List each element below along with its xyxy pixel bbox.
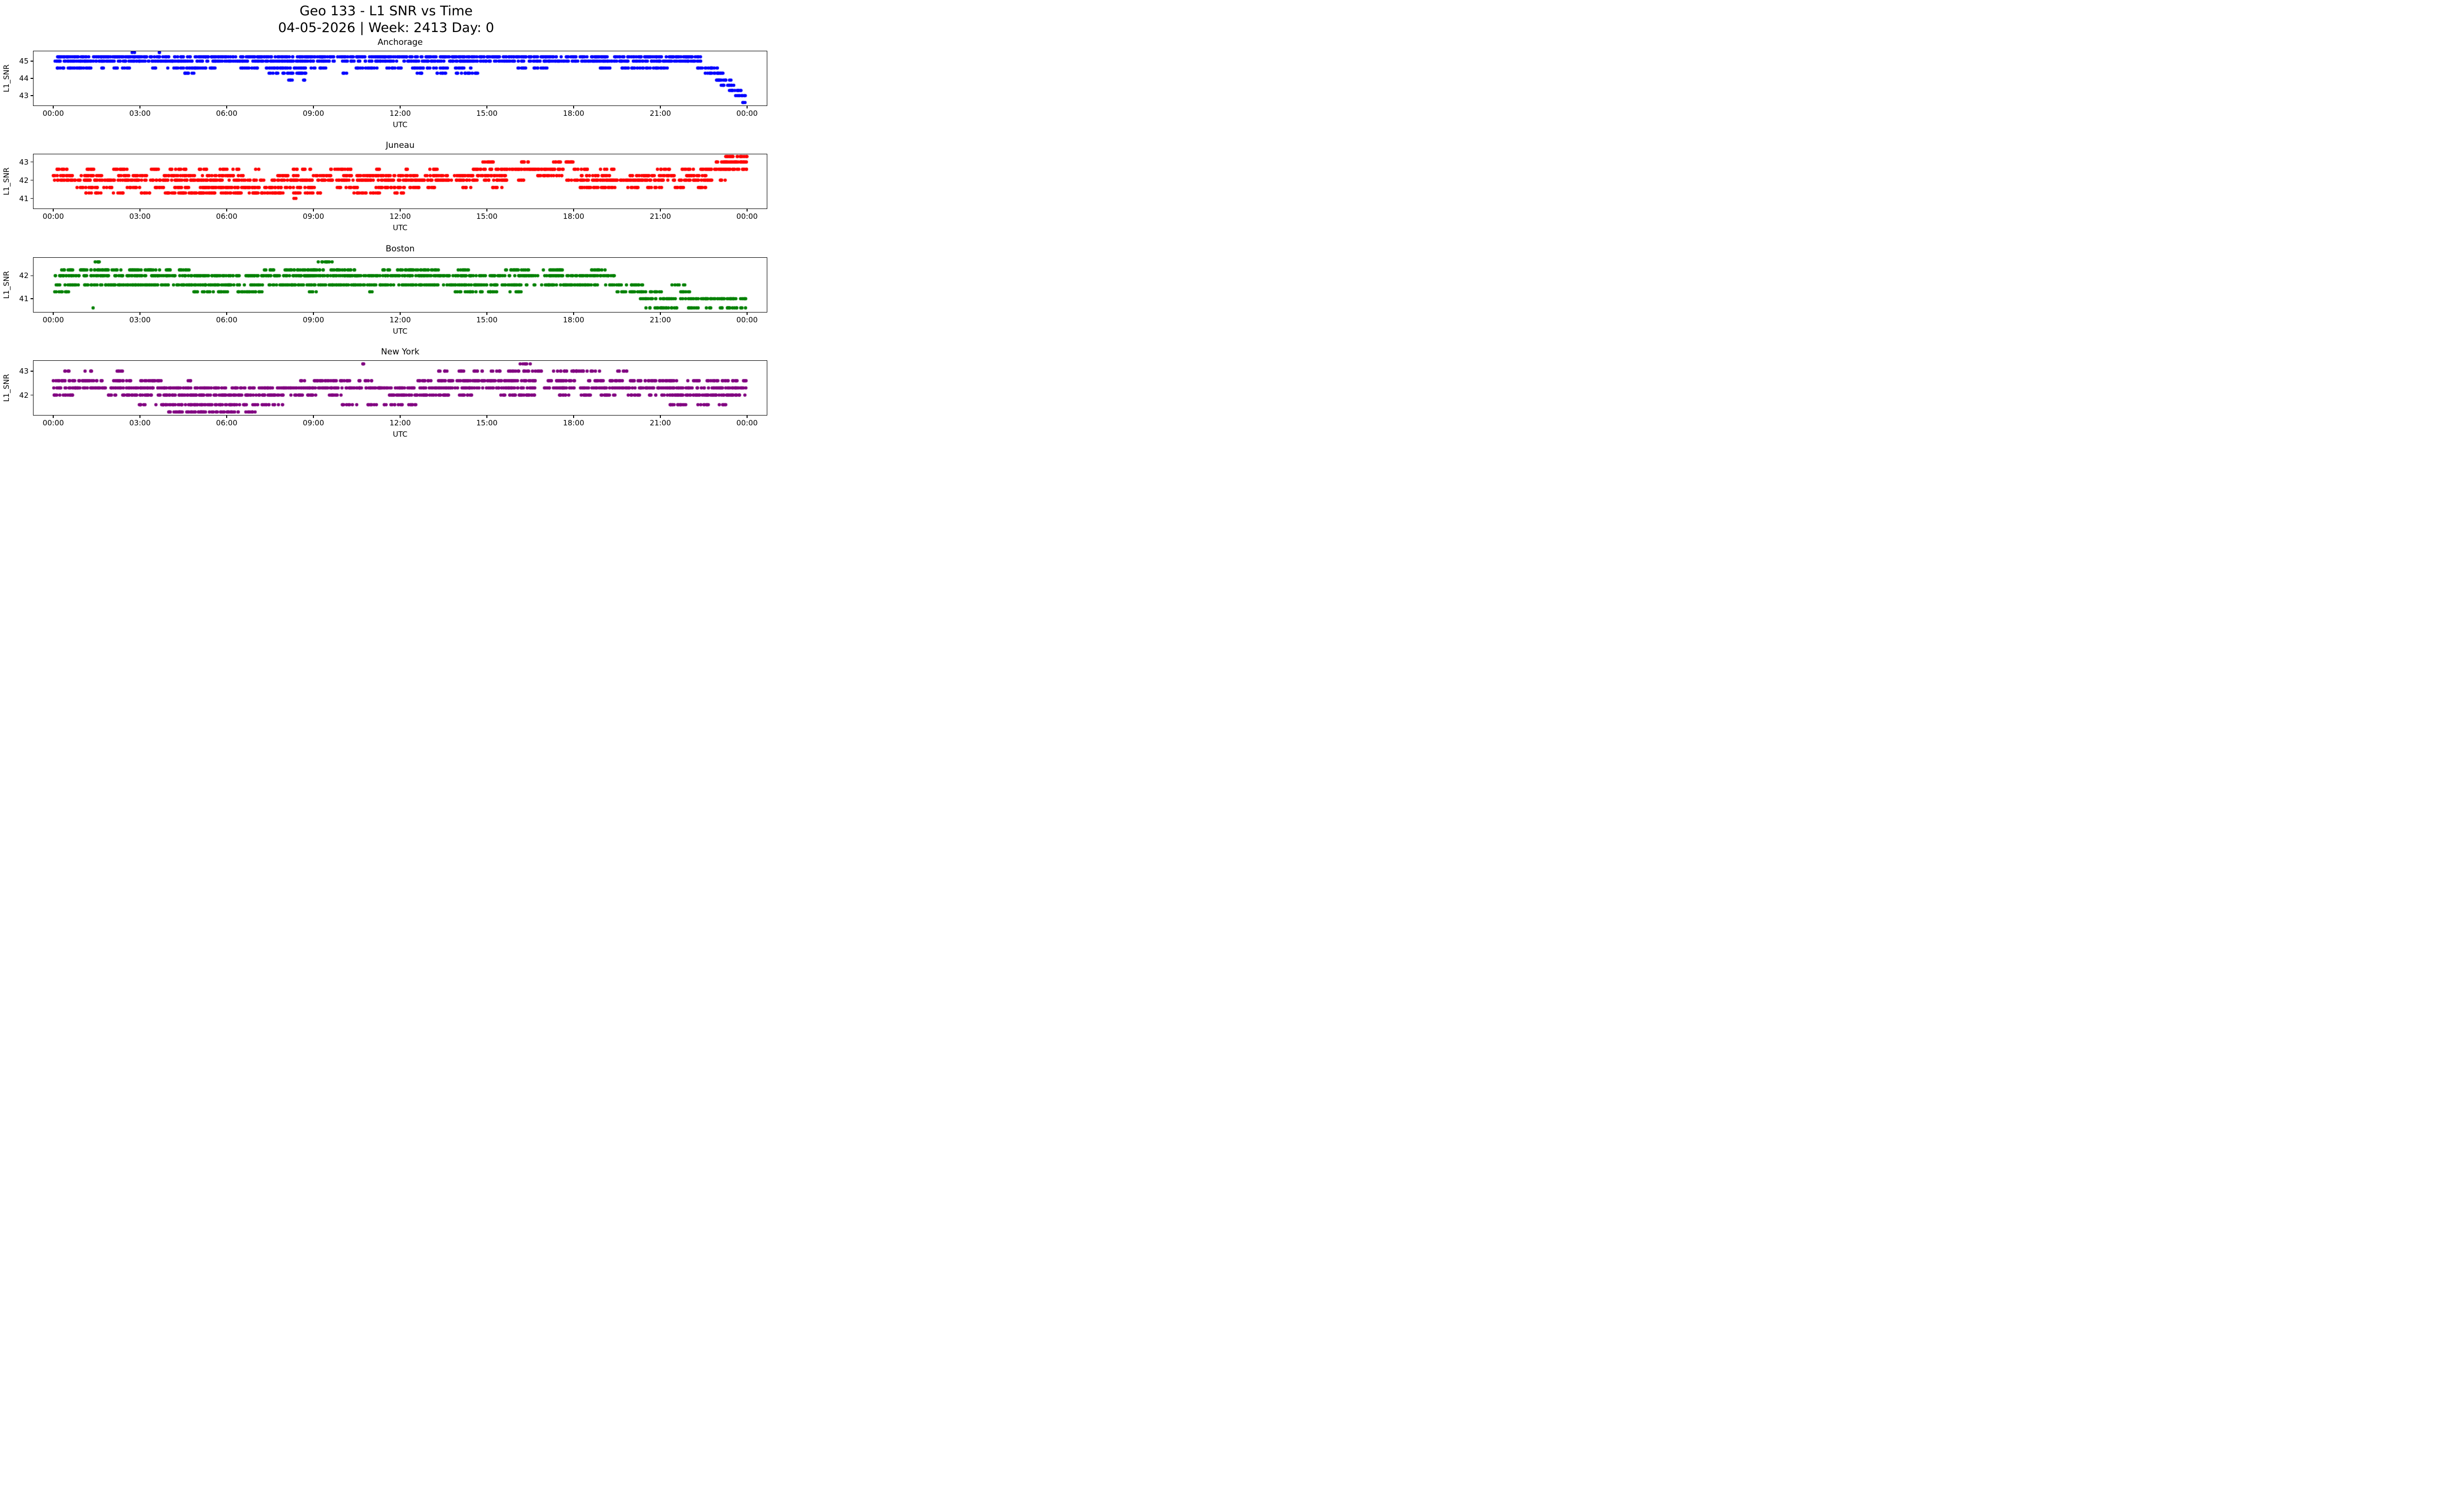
x-axis-label: UTC (393, 430, 408, 439)
x-tick-label: 12:00 (389, 212, 411, 221)
scatter-canvas (33, 257, 767, 313)
scatter-canvas (33, 154, 767, 209)
x-tick-label: 03:00 (129, 315, 151, 324)
figure-title: Geo 133 - L1 SNR vs Time 04-05-2026 | We… (0, 3, 772, 36)
scatter-canvas (33, 51, 767, 106)
x-tick-mark (573, 106, 574, 108)
x-tick-mark (139, 209, 140, 211)
x-tick-label: 15:00 (476, 418, 498, 427)
x-tick-mark (226, 313, 227, 315)
figure: Geo 133 - L1 SNR vs Time 04-05-2026 | We… (0, 0, 772, 449)
x-tick-mark (226, 209, 227, 211)
x-tick-mark (139, 313, 140, 315)
y-axis-label: L1_SNR (2, 271, 11, 299)
plot-area (33, 51, 767, 106)
x-tick-label: 15:00 (476, 109, 498, 118)
y-tick-label: 42 (19, 271, 29, 280)
x-tick-label: 00:00 (42, 212, 64, 221)
y-tick-mark (31, 95, 33, 96)
x-tick-label: 21:00 (650, 315, 671, 324)
scatter-canvas (33, 360, 767, 416)
subplot-juneau: Juneau L1_SNR UTC 00:00 03:00 06:00 09:00 12… (2, 140, 767, 232)
subplot-title: Juneau (385, 140, 415, 150)
x-tick-mark (486, 209, 487, 211)
y-tick-label: 42 (19, 390, 29, 400)
subplot-anchorage: Anchorage L1_SNR UTC 00:00 03:00 06:00 09:0… (2, 37, 767, 129)
x-tick-label: 09:00 (303, 212, 324, 221)
x-tick-label: 00:00 (736, 212, 758, 221)
subplot-title: New York (381, 347, 419, 357)
y-tick-label: 42 (19, 175, 29, 185)
x-tick-label: 18:00 (563, 315, 584, 324)
y-tick-label: 43 (19, 157, 29, 167)
y-tick-label: 44 (19, 74, 29, 83)
x-tick-mark (573, 209, 574, 211)
x-tick-label: 09:00 (303, 315, 324, 324)
figure-title-line1: Geo 133 - L1 SNR vs Time (299, 3, 473, 19)
x-tick-label: 12:00 (389, 418, 411, 427)
subplot-boston: Boston L1_SNR UTC 00:00 03:00 06:00 09:00 12… (2, 244, 767, 336)
x-tick-label: 09:00 (303, 418, 324, 427)
x-tick-label: 00:00 (736, 315, 758, 324)
x-tick-label: 18:00 (563, 109, 584, 118)
x-tick-mark (486, 313, 487, 315)
x-tick-mark (486, 416, 487, 418)
y-tick-mark (31, 298, 33, 299)
x-tick-label: 00:00 (736, 109, 758, 118)
y-tick-label: 41 (19, 294, 29, 303)
y-tick-label: 41 (19, 194, 29, 203)
figure-title-line2: 04-05-2026 | Week: 2413 Day: 0 (278, 20, 494, 35)
x-tick-label: 00:00 (736, 418, 758, 427)
subplot-title: Boston (385, 244, 415, 254)
x-tick-label: 15:00 (476, 212, 498, 221)
plot-area (33, 154, 767, 209)
x-tick-label: 00:00 (42, 418, 64, 427)
x-tick-label: 21:00 (650, 212, 671, 221)
x-tick-mark (226, 106, 227, 108)
x-tick-mark (573, 313, 574, 315)
y-tick-label: 43 (19, 366, 29, 376)
x-tick-label: 12:00 (389, 315, 411, 324)
y-tick-label: 45 (19, 57, 29, 66)
x-tick-label: 21:00 (650, 418, 671, 427)
x-tick-label: 03:00 (129, 109, 151, 118)
x-tick-label: 03:00 (129, 418, 151, 427)
x-tick-label: 06:00 (216, 418, 238, 427)
x-tick-label: 12:00 (389, 109, 411, 118)
x-tick-label: 21:00 (650, 109, 671, 118)
subplot-newyork: New York L1_SNR UTC 00:00 03:00 06:00 09:00… (2, 347, 767, 439)
x-tick-label: 18:00 (563, 212, 584, 221)
x-tick-label: 15:00 (476, 315, 498, 324)
y-tick-label: 43 (19, 91, 29, 100)
x-tick-label: 18:00 (563, 418, 584, 427)
plot-area (33, 257, 767, 313)
x-axis-label: UTC (393, 120, 408, 129)
x-tick-mark (573, 416, 574, 418)
x-tick-label: 06:00 (216, 212, 238, 221)
x-axis-label: UTC (393, 223, 408, 232)
x-axis-label: UTC (393, 327, 408, 336)
x-tick-label: 00:00 (42, 315, 64, 324)
x-tick-mark (486, 106, 487, 108)
x-tick-label: 00:00 (42, 109, 64, 118)
x-tick-label: 03:00 (129, 212, 151, 221)
plot-area (33, 360, 767, 416)
x-tick-label: 09:00 (303, 109, 324, 118)
x-tick-label: 06:00 (216, 109, 238, 118)
x-tick-label: 06:00 (216, 315, 238, 324)
x-tick-mark (139, 416, 140, 418)
x-tick-mark (226, 416, 227, 418)
y-tick-mark (31, 198, 33, 199)
x-tick-mark (139, 106, 140, 108)
subplot-title: Anchorage (377, 37, 423, 47)
